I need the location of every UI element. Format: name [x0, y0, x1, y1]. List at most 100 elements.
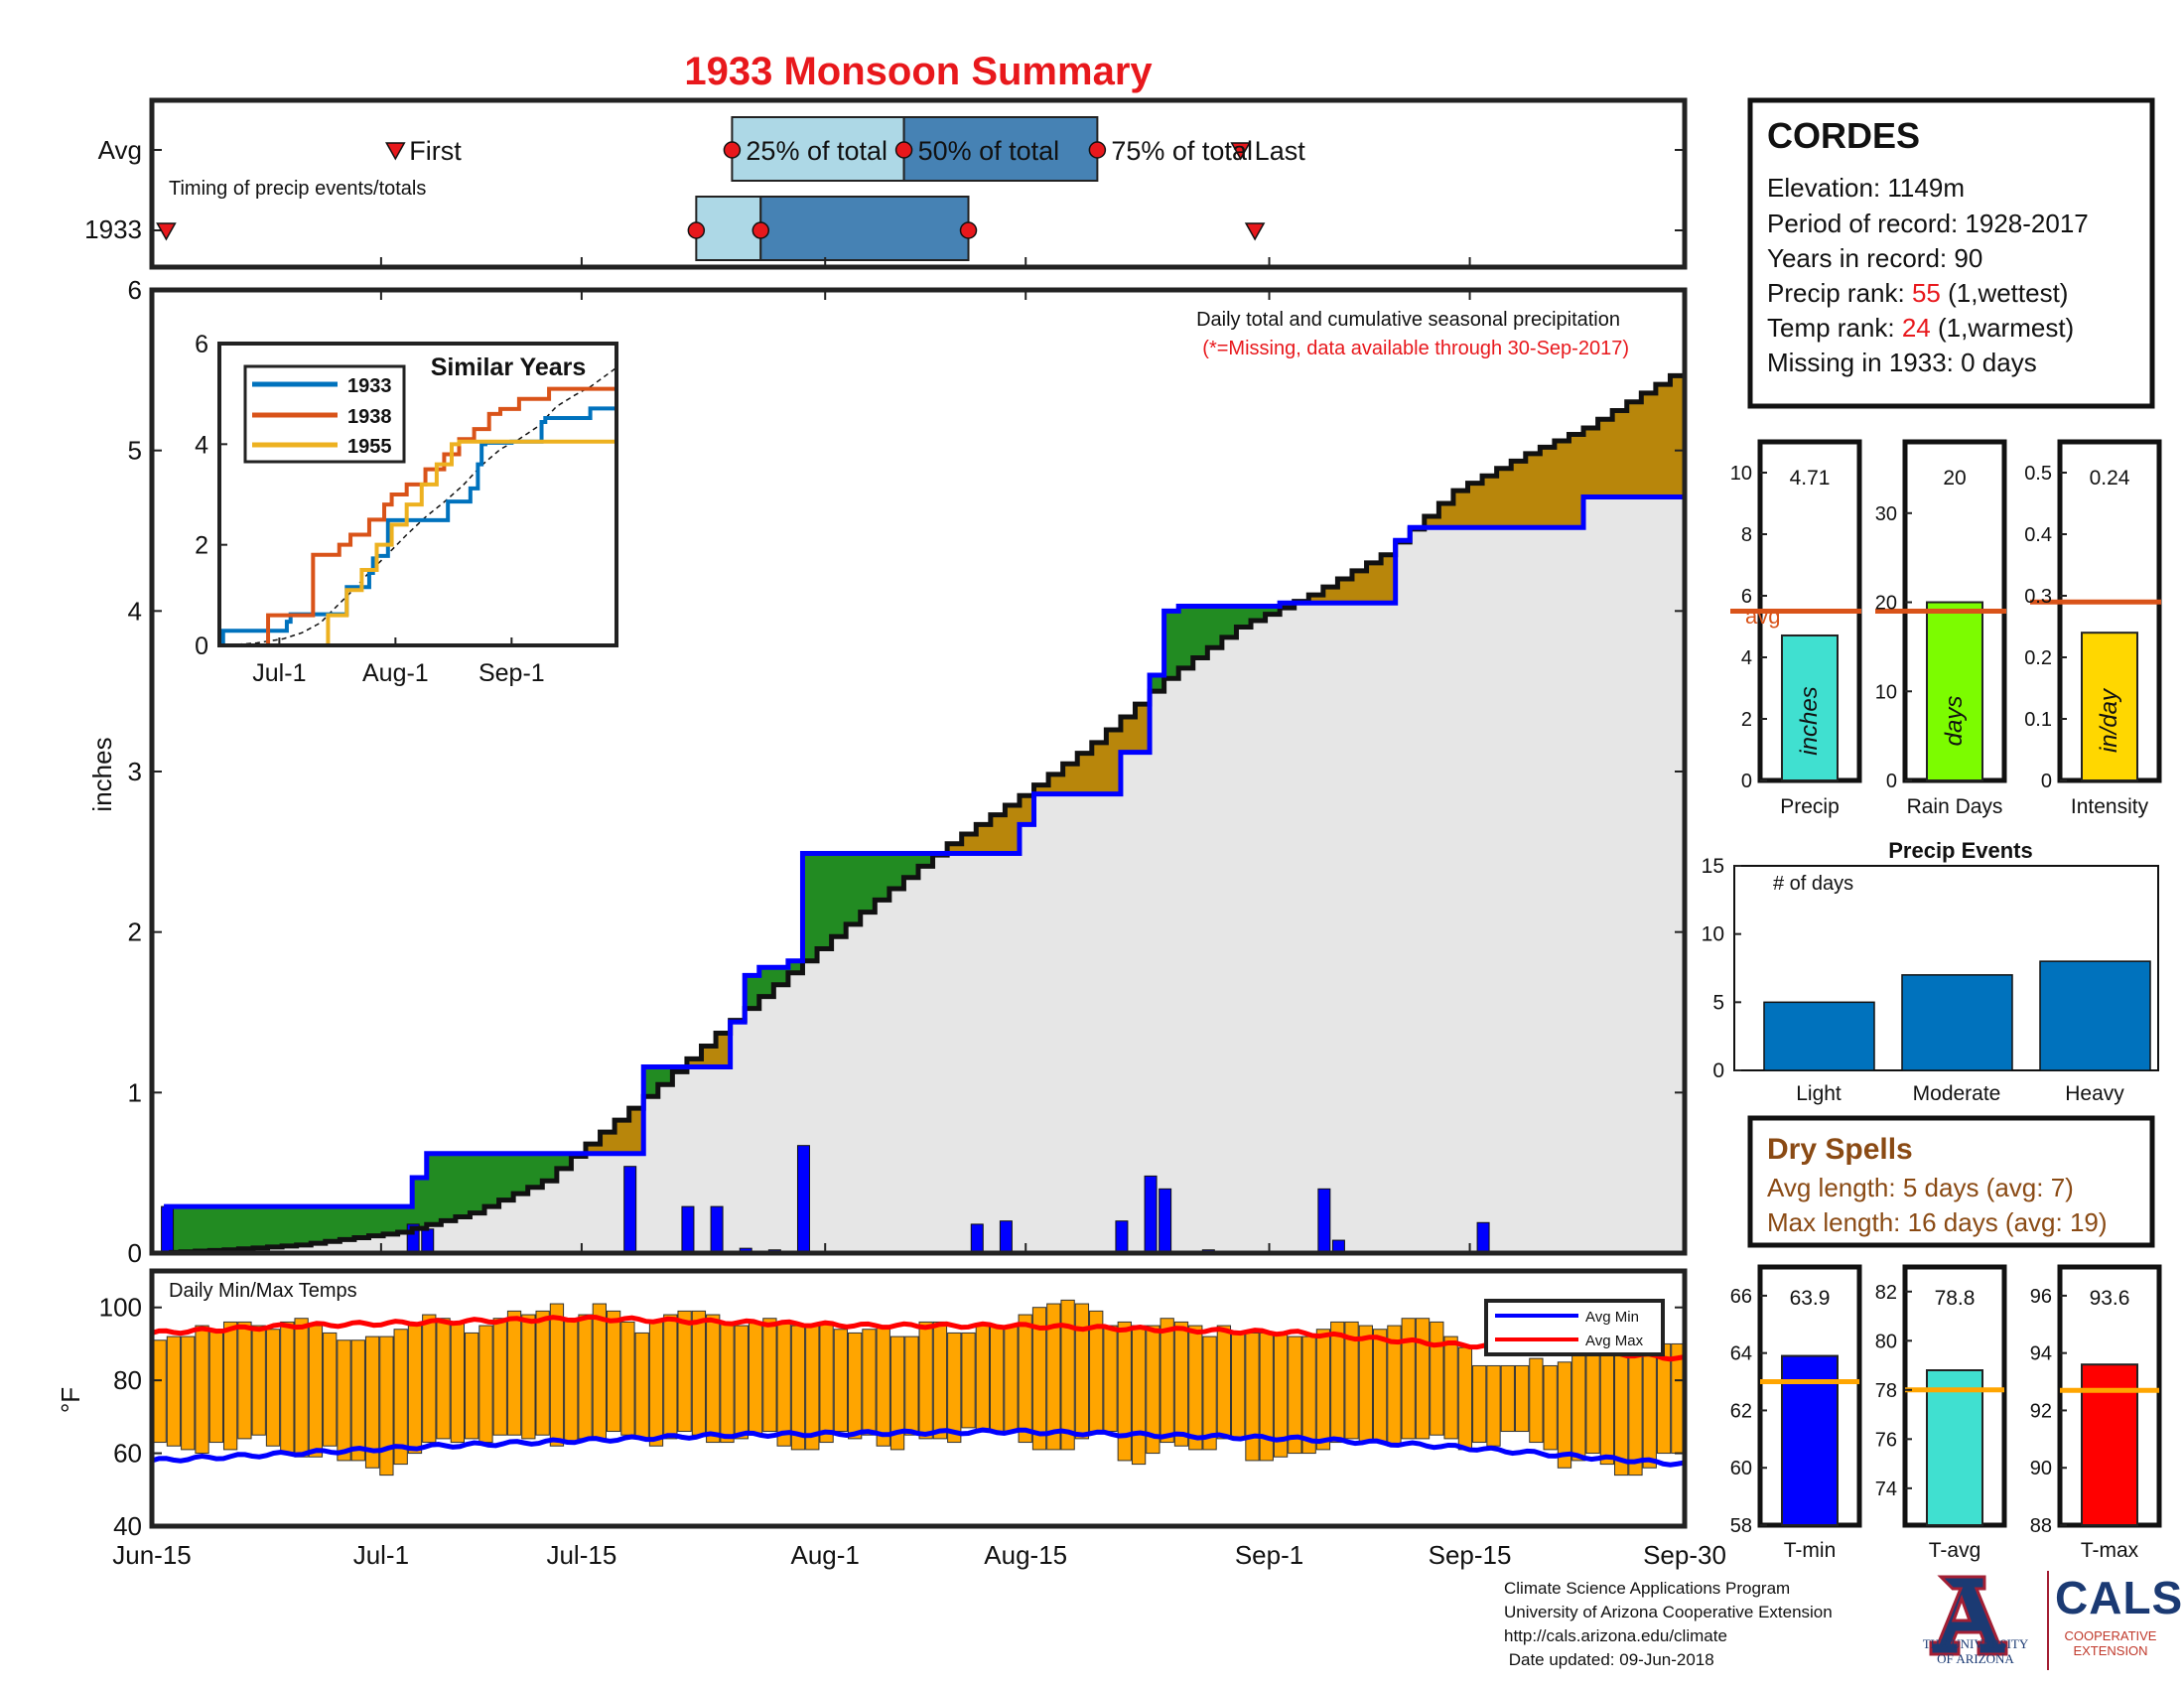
summary-bar-tick-label: 0 — [1886, 771, 1897, 792]
station-temp-rank: Temp rank: 24 (1,warmest) — [1767, 313, 2074, 343]
inset-series-1955-line — [219, 439, 616, 647]
timing-avg-p50-marker — [894, 141, 913, 159]
summary-bar-tick-label: 30 — [1875, 503, 1897, 525]
station-elevation: Elevation: 1149m — [1767, 173, 1965, 203]
daily-temp-bar — [535, 1310, 550, 1436]
timing-year-50-75-box — [759, 196, 970, 261]
summary-bar-value-label: 20 — [1943, 467, 1966, 490]
temp-summary-tick-label: 88 — [2030, 1515, 2052, 1537]
temp-summary-category-label: T-max — [2081, 1539, 2139, 1562]
daily-temp-bar — [1430, 1321, 1444, 1436]
daily-precip-bar — [999, 1220, 1013, 1254]
precip-event-tick-label: 10 — [1702, 923, 1724, 946]
summary-bar-tick-label: 0.2 — [2024, 647, 2052, 669]
timing-year-last-marker — [1244, 222, 1266, 241]
legend-1955-label: 1955 — [347, 436, 392, 458]
daily-temp-bar — [265, 1329, 281, 1447]
timing-25pct-label: 25% of total — [746, 136, 887, 166]
main-y-tick-label: 1 — [128, 1077, 142, 1107]
summary-bar-tick-label: 10 — [1730, 463, 1752, 485]
daily-temp-bar — [492, 1318, 507, 1436]
summary-bar-tick-label: 0.4 — [2024, 524, 2052, 546]
dry-spells-avg-length: Avg length: 5 days (avg: 7) — [1767, 1173, 2074, 1202]
temp-summary-tick-label: 96 — [2030, 1286, 2052, 1308]
daily-temp-bar — [989, 1325, 1005, 1433]
avg-max-line — [151, 1314, 1686, 1362]
daily-temp-bar — [1415, 1318, 1431, 1440]
daily-temp-bar — [166, 1336, 182, 1447]
inset-average-line — [218, 366, 617, 646]
temp-summary-category-label: T-min — [1784, 1539, 1837, 1562]
daily-temp-bar — [208, 1329, 223, 1444]
inset-y-tick-label: 6 — [195, 331, 208, 358]
daily-precip-bar — [1317, 1188, 1331, 1254]
inset-x-tick-label: Sep-1 — [478, 659, 545, 687]
station-period: Period of record: 1928-2017 — [1767, 209, 2089, 238]
station-missing: Missing in 1933: 0 days — [1767, 348, 2037, 377]
precip-event-tick-label: 0 — [1712, 1059, 1724, 1082]
main-y-tick-label: 5 — [128, 436, 142, 466]
inset-x-tick-label: Jul-1 — [252, 659, 306, 687]
precip-event-category-label: Heavy — [2065, 1082, 2124, 1105]
timing-last-label: Last — [1255, 136, 1306, 166]
timing-panel: Avg 1933 Timing of precip events/totals … — [84, 97, 1688, 270]
summary-bar-category-label: Rain Days — [1907, 795, 2003, 818]
timing-year-p50-marker — [751, 221, 770, 239]
dry-spells-max-length: Max length: 16 days (avg: 19) — [1767, 1207, 2108, 1237]
daily-temp-bar — [1358, 1325, 1373, 1444]
inset-title: Similar Years — [431, 353, 587, 381]
timing-75pct-label: 75% of total — [1111, 136, 1253, 166]
daily-temp-bar — [1231, 1332, 1246, 1440]
summary-bar-tick-label: 2 — [1741, 709, 1752, 731]
avg-min-line — [151, 1427, 1686, 1468]
daily-temp-bar — [1301, 1336, 1316, 1455]
daily-temp-bar — [1443, 1336, 1458, 1440]
daily-temp-bar — [152, 1339, 167, 1444]
summary-bar-rain_days: 0 10 20 30 20 Rain Days days — [1875, 439, 2007, 818]
daily-temp-bar — [436, 1318, 451, 1440]
precip-event-tick-label: 15 — [1702, 855, 1724, 878]
main-x-tick-label: Sep-15 — [1429, 1540, 1512, 1570]
precip-event-category-label: Light — [1796, 1082, 1842, 1105]
precip-summary-bars: 0 2 4 6 8 10 4.71 Precip inches avg 0 10 20 30 20 Rain … — [1730, 439, 2162, 818]
timing-avg-row-label: Avg — [98, 135, 142, 165]
footer-credits: Climate Science Applications Program Uni… — [1504, 1577, 1833, 1672]
footer-line-3[interactable]: http://cals.arizona.edu/climate — [1504, 1626, 1727, 1645]
legend-avg-max-label: Avg Max — [1585, 1333, 1644, 1349]
summary-bar-tick-label: 20 — [1875, 593, 1897, 615]
daily-temp-bar — [918, 1321, 933, 1440]
main-x-tick-label: Aug-15 — [984, 1540, 1067, 1570]
daily-temp-bar — [521, 1314, 536, 1440]
temp-summary-T-max: 88 90 92 94 96 93.6 T-max — [2030, 1264, 2162, 1562]
logo-divider — [2047, 1571, 2049, 1670]
daily-temp-bar — [1288, 1336, 1302, 1455]
summary-bar-tick-label: 4 — [1741, 647, 1752, 669]
daily-temp-bar — [1216, 1325, 1232, 1440]
main-chart-missing-note: (*=Missing, data available through 30-Se… — [1202, 338, 1629, 359]
daily-temp-bar — [181, 1336, 196, 1451]
summary-bar-unit-label: days — [1941, 696, 1968, 747]
temp-y-tick-label: 80 — [113, 1365, 142, 1395]
station-info-box: CORDES Elevation: 1149m Period of record… — [1747, 97, 2155, 409]
precip-event-bar — [1763, 1001, 1875, 1071]
daily-temp-bar — [1642, 1342, 1657, 1469]
daily-temp-bar — [876, 1325, 890, 1447]
ua-logo-line-1: THE UNIVERSITY — [1922, 1636, 2029, 1651]
temp-summary-value-label: 78.8 — [1935, 1287, 1976, 1310]
daily-temp-bar — [1571, 1350, 1586, 1462]
temp-summary-tick-label: 82 — [1875, 1282, 1897, 1304]
timing-50pct-label: 50% of total — [918, 136, 1060, 166]
summary-bar-tick-label: 10 — [1875, 681, 1897, 703]
daily-temp-bar — [237, 1321, 252, 1440]
daily-temp-bar — [222, 1321, 238, 1451]
dry-spells-title: Dry Spells — [1767, 1133, 1913, 1166]
timing-avg-p25-marker — [723, 141, 742, 159]
precip-events-chart: Precip Events Light Moderate Heavy 0 5 10 15 #… — [1702, 838, 2159, 1105]
daily-temp-bar — [1543, 1364, 1558, 1451]
temp-summary-tick-label: 94 — [2030, 1343, 2052, 1365]
daily-precip-bar — [1115, 1220, 1129, 1254]
cals-logo-subtitle: COOPERATIVE EXTENSION — [2056, 1628, 2165, 1658]
main-x-tick-label: Jul-15 — [546, 1540, 616, 1570]
